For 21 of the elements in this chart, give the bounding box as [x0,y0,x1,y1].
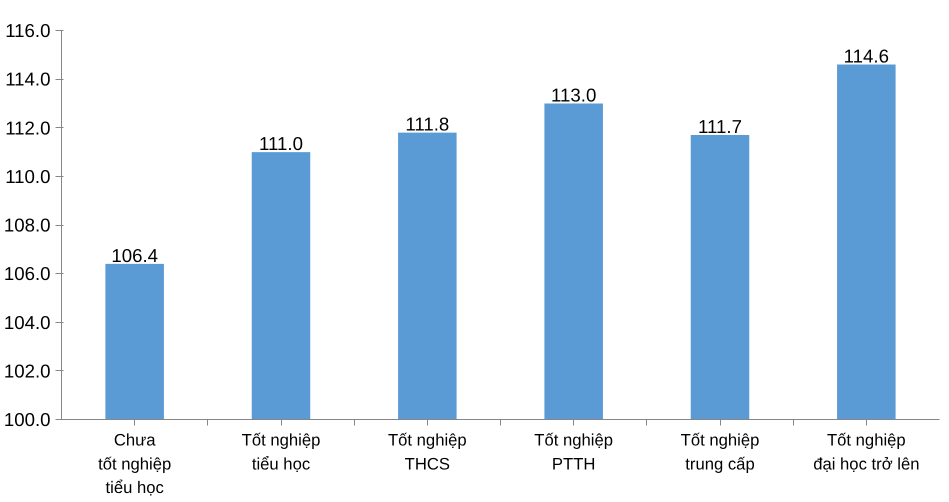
y-tick-label: 114.0 [5,68,51,90]
x-tick-label: Tốt nghiệp tiểu học [242,430,320,474]
data-label: 114.6 [844,46,889,67]
data-label: 113.0 [551,84,596,106]
y-tick-label: 104.0 [4,312,50,333]
y-tick-label: 102.0 [4,360,50,382]
y-tick-label: 100.0 [4,409,50,430]
y-tick-label: 108.0 [4,214,50,236]
y-tick-label: 106.0 [4,263,50,284]
x-tick-label: Tốt nghiệp THCS [388,430,467,474]
y-tick-label: 116.0 [5,20,51,41]
x-tick-label: Tốt nghiệp đại học trở lên [813,430,920,474]
data-label: 111.7 [698,116,742,138]
x-tick-label: Tốt nghiệp trung cấp [680,430,760,474]
data-label: 111.0 [259,133,303,154]
x-tick-label: Chưa tốt nghiệp tiểu học [98,430,172,497]
y-tick-label: 112.0 [5,117,51,138]
data-label: 111.8 [405,114,450,135]
x-tick-label: Tốt nghiệp PTTH [534,430,614,474]
y-tick-label: 110.0 [5,166,51,187]
data-label: 106.4 [111,244,158,266]
